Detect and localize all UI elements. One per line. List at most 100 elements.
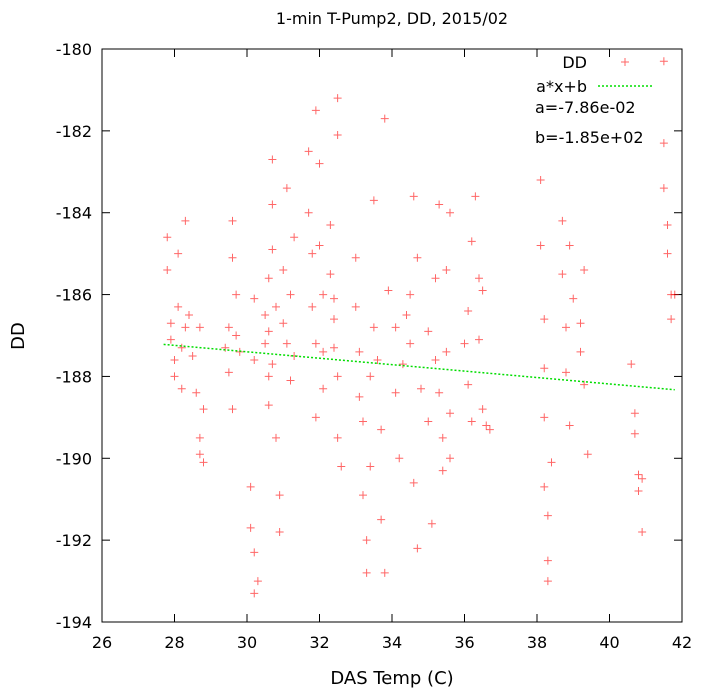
y-tick-label: -182 — [56, 122, 92, 141]
data-point — [583, 450, 592, 459]
data-point — [188, 351, 197, 360]
data-point — [565, 241, 574, 250]
data-point — [268, 155, 277, 164]
data-point — [460, 339, 469, 348]
data-point — [228, 216, 237, 225]
data-point — [319, 384, 328, 393]
data-point — [261, 311, 270, 320]
x-tick-label: 34 — [382, 633, 402, 652]
data-point — [311, 106, 320, 115]
x-tick-label: 38 — [527, 633, 547, 652]
data-point — [282, 339, 291, 348]
y-tick-label: -188 — [56, 367, 92, 386]
data-point — [659, 57, 668, 66]
data-point — [435, 200, 444, 209]
data-point — [166, 319, 175, 328]
y-tick-label: -190 — [56, 449, 92, 468]
data-point — [264, 401, 273, 410]
x-tick-label: 26 — [92, 633, 112, 652]
data-point — [446, 208, 454, 217]
data-point — [333, 130, 342, 139]
data-point — [275, 491, 284, 500]
data-point — [330, 294, 338, 303]
data-point — [540, 364, 549, 373]
data-point — [659, 139, 668, 148]
legend-plus-marker — [621, 58, 629, 66]
data-point — [268, 200, 277, 209]
data-point — [659, 184, 668, 193]
data-point — [163, 266, 172, 275]
data-point — [536, 241, 545, 250]
data-point — [627, 360, 636, 369]
data-point — [380, 568, 389, 577]
annotation-slope: a=-7.86e-02 — [535, 98, 636, 117]
fit-line-series — [163, 343, 675, 391]
data-point — [192, 388, 201, 397]
data-point — [427, 519, 436, 528]
data-point — [634, 487, 643, 496]
legend: DD a*x+b — [536, 53, 652, 96]
data-point — [417, 384, 425, 393]
data-point — [638, 474, 647, 483]
data-point — [402, 311, 411, 320]
data-point — [351, 253, 360, 262]
data-point — [558, 216, 567, 225]
data-point — [438, 466, 447, 475]
data-point — [304, 147, 313, 156]
data-point — [380, 114, 389, 123]
data-point — [232, 331, 241, 340]
data-point — [195, 450, 204, 459]
data-point — [275, 527, 284, 536]
data-point — [246, 523, 255, 532]
data-point — [333, 94, 342, 103]
data-point — [366, 462, 375, 471]
data-point — [377, 515, 386, 524]
data-point — [315, 159, 324, 168]
y-tick-label: -194 — [56, 613, 92, 632]
legend-marker-dd — [621, 58, 629, 66]
data-point — [543, 511, 552, 520]
fit-line — [163, 343, 675, 391]
data-point — [174, 249, 183, 258]
data-point — [319, 290, 328, 299]
data-point — [464, 306, 473, 315]
data-point — [391, 388, 400, 397]
data-point — [409, 478, 418, 487]
y-tick-labels: -180 -182 -184 -186 -188 -190 -192 -194 — [56, 40, 92, 632]
data-point — [268, 245, 277, 254]
data-point — [304, 208, 313, 217]
data-point — [250, 294, 259, 303]
data-point — [634, 470, 643, 479]
data-point — [485, 425, 494, 434]
x-tick-label: 30 — [237, 633, 257, 652]
data-point — [431, 274, 440, 283]
data-point — [326, 220, 335, 229]
data-point — [424, 327, 433, 336]
data-point — [663, 220, 672, 229]
data-point — [565, 421, 574, 430]
data-point — [543, 577, 552, 586]
data-point — [663, 249, 672, 258]
data-point — [232, 290, 241, 299]
data-point — [395, 454, 404, 463]
annotation-intercept: b=-1.85e+02 — [535, 128, 644, 147]
data-point — [311, 339, 320, 348]
data-point — [279, 319, 288, 328]
data-point — [224, 368, 233, 377]
dd-series — [163, 57, 679, 598]
data-point — [362, 568, 371, 577]
data-point — [576, 319, 585, 328]
data-point — [170, 372, 179, 381]
data-point — [163, 233, 172, 242]
data-point — [272, 302, 280, 311]
data-point — [540, 315, 549, 324]
data-point — [315, 241, 324, 250]
data-point — [308, 302, 317, 311]
data-point — [359, 491, 367, 500]
data-point — [409, 192, 418, 201]
data-point — [261, 339, 270, 348]
y-tick-label: -186 — [56, 286, 92, 305]
data-point — [199, 405, 208, 414]
data-point — [569, 294, 578, 303]
